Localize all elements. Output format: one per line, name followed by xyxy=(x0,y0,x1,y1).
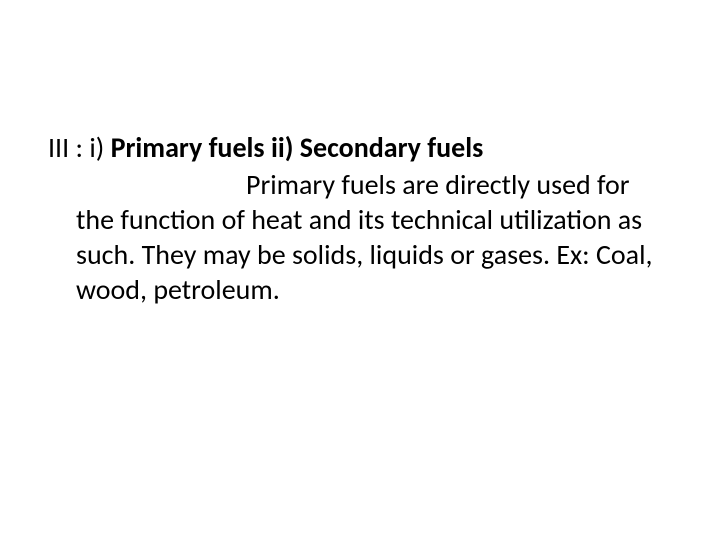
slide-content: III : i) Primary fuels ii) Secondary fue… xyxy=(48,130,672,307)
heading-line: III : i) Primary fuels ii) Secondary fue… xyxy=(48,130,672,165)
heading-prefix: III : i) xyxy=(48,130,111,165)
body-paragraph: Primary fuels are directly used for the … xyxy=(48,167,672,307)
heading-part2-prefix: ii) xyxy=(271,130,300,165)
heading-part1: Primary fuels xyxy=(111,130,265,165)
heading-part2: Secondary fuels xyxy=(300,130,484,165)
